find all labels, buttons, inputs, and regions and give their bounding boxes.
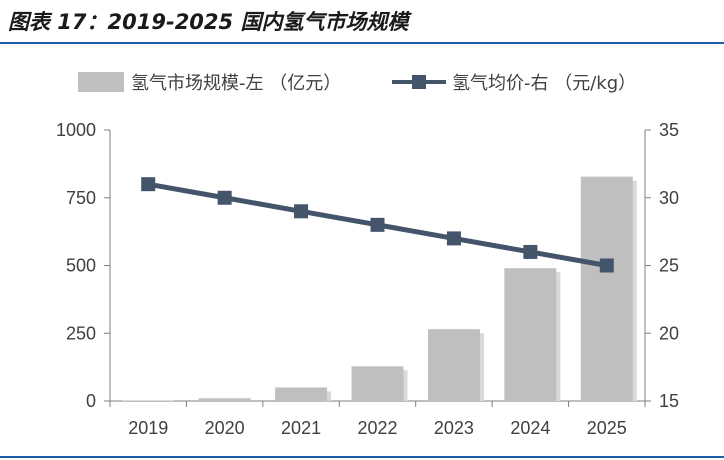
line-series xyxy=(141,177,614,273)
line-marker xyxy=(370,217,385,232)
right-axis-tick-label: 20 xyxy=(659,323,679,343)
legend-swatch-marker xyxy=(412,75,426,89)
bar xyxy=(122,400,175,401)
legend-label-line: 氢气均价-右 （元/kg） xyxy=(452,73,636,94)
x-axis-tick-label: 2024 xyxy=(510,418,550,438)
left-axis-tick-label: 750 xyxy=(66,188,96,208)
x-axis-tick-label: 2019 xyxy=(128,418,168,438)
bar xyxy=(580,176,633,401)
line-marker xyxy=(217,190,232,205)
bottom-rule xyxy=(0,456,724,458)
x-axis-tick-label: 2022 xyxy=(357,418,397,438)
legend-label-bar: 氢气市场规模-左 （亿元） xyxy=(131,73,341,94)
line-marker xyxy=(599,258,614,273)
bar xyxy=(275,387,328,401)
right-axis-tick-label: 25 xyxy=(659,256,679,276)
legend: 氢气市场规模-左 （亿元） 氢气均价-右 （元/kg） xyxy=(78,72,636,94)
line-marker xyxy=(294,204,309,219)
x-axis-tick-label: 2021 xyxy=(281,418,321,438)
bar xyxy=(351,366,404,401)
bar xyxy=(504,268,557,401)
x-axis-tick-label: 2023 xyxy=(434,418,474,438)
x-axis-tick-label: 2025 xyxy=(587,418,627,438)
line-marker xyxy=(141,177,156,192)
figure-header: 图表 17：2019-2025 国内氢气市场规模 xyxy=(0,0,724,44)
bar-series xyxy=(122,176,637,401)
title-rule xyxy=(0,42,724,44)
figure-title: 图表 17：2019-2025 国内氢气市场规模 xyxy=(8,10,409,34)
left-axis-tick-label: 250 xyxy=(66,323,96,343)
left-axis-tick-label: 0 xyxy=(86,391,96,411)
left-axis-tick-label: 500 xyxy=(66,256,96,276)
line-marker xyxy=(446,231,461,246)
right-axis-tick-label: 30 xyxy=(659,188,679,208)
right-axis-tick-label: 15 xyxy=(659,391,679,411)
x-axis-tick-label: 2020 xyxy=(205,418,245,438)
left-axis-tick-label: 1000 xyxy=(56,120,96,140)
right-axis-tick-label: 35 xyxy=(659,120,679,140)
bar xyxy=(198,398,251,401)
line-marker xyxy=(523,244,538,259)
bar xyxy=(427,329,480,401)
legend-swatch-bar xyxy=(78,72,124,92)
